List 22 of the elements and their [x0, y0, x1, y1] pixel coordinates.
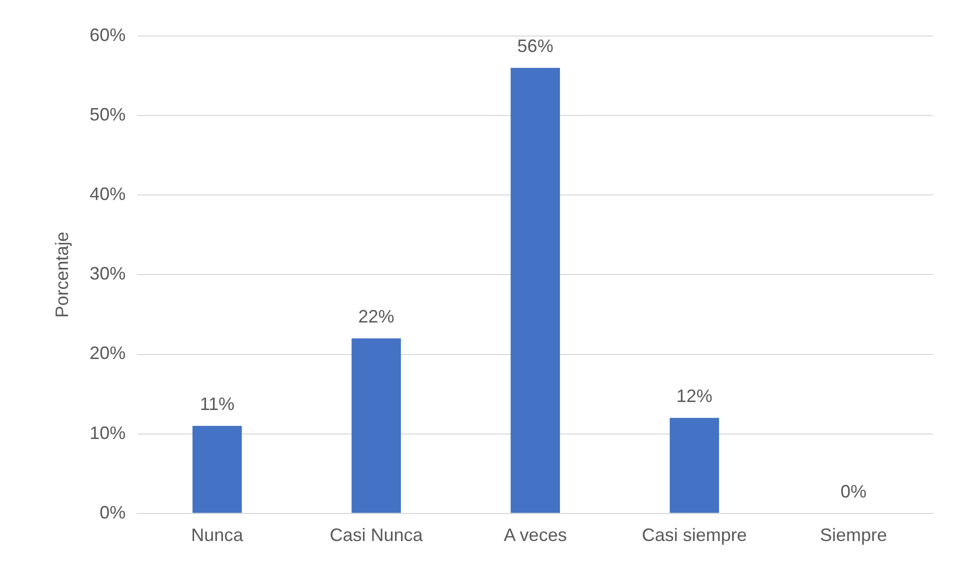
y-tick-label: 20% [90, 343, 126, 364]
y-tick-label: 60% [90, 24, 126, 45]
y-tick-label: 50% [90, 104, 126, 125]
x-tick-label: A veces [504, 525, 567, 546]
x-tick-label: Casi siempre [642, 525, 747, 546]
bar [670, 418, 720, 513]
y-tick-label: 10% [90, 422, 126, 443]
data-label: 0% [840, 481, 866, 502]
y-tick-label: 40% [90, 184, 126, 204]
bar [510, 68, 560, 513]
x-tick-label: Nunca [191, 525, 244, 546]
data-label: 11% [200, 394, 235, 414]
y-axis-title: Porcentaje [52, 232, 72, 318]
x-tick-label: Siempre [820, 525, 887, 546]
y-tick-label: 30% [90, 264, 126, 284]
bar [352, 338, 401, 513]
y-tick-label: 0% [100, 502, 126, 522]
data-label: 22% [358, 306, 394, 326]
bar [192, 426, 242, 513]
data-label: 12% [676, 386, 712, 406]
x-tick-label: Casi Nunca [330, 525, 424, 546]
data-label: 56% [517, 36, 554, 56]
